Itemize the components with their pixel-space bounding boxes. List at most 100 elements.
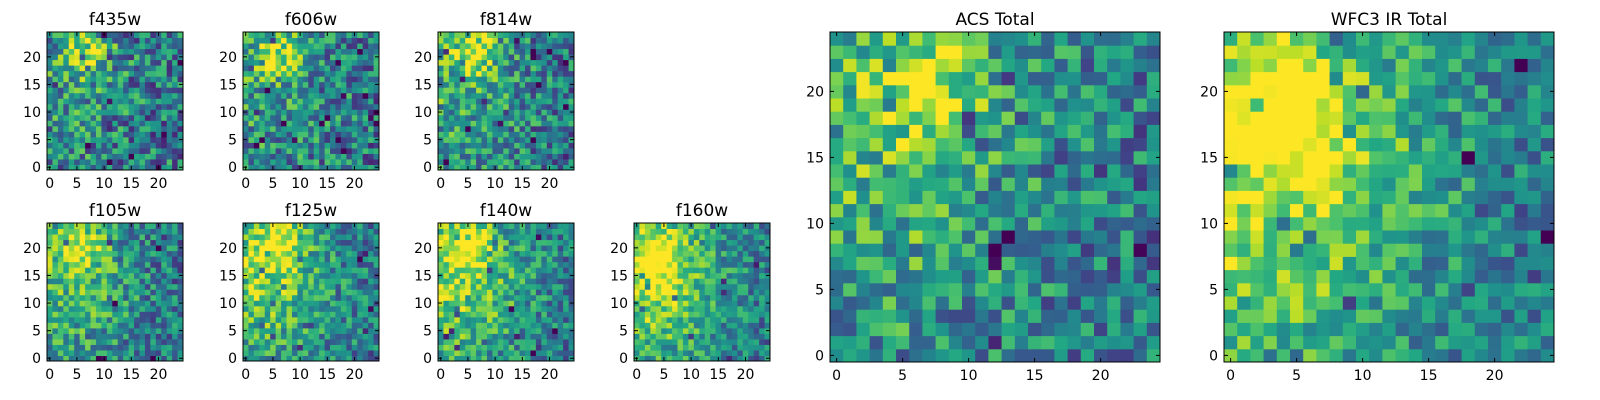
heatmap-cell (117, 294, 124, 301)
heatmap-cell (319, 349, 326, 356)
heatmap-cell (324, 114, 331, 121)
heatmap-cell (677, 228, 684, 235)
heatmap-cell (492, 245, 499, 252)
heatmap-cell (1067, 243, 1082, 257)
heatmap-cell (715, 316, 722, 323)
heatmap-cell (275, 294, 282, 301)
heatmap-cell (357, 239, 364, 246)
heatmap-cell (1080, 230, 1095, 244)
heatmap-cell (117, 316, 124, 323)
heatmap-cell (699, 316, 706, 323)
heatmap-cell (503, 283, 510, 290)
heatmap-cell (63, 120, 70, 127)
heatmap-cell (63, 289, 70, 296)
heatmap-cell (710, 245, 717, 252)
heatmap-cell (297, 250, 304, 257)
heatmap-cell (546, 98, 553, 105)
y-tick-label: 20 (414, 50, 432, 66)
heatmap-cell (454, 278, 461, 285)
heatmap-cell (286, 131, 293, 138)
heatmap-cell (454, 81, 461, 88)
heatmap-cell (492, 289, 499, 296)
heatmap-cell (286, 59, 293, 66)
heatmap-cell (470, 92, 477, 99)
heatmap-cell (172, 54, 179, 61)
heatmap-cell (1080, 322, 1095, 337)
heatmap-cell (275, 234, 282, 241)
heatmap-cell (313, 228, 320, 235)
heatmap-cell (330, 261, 336, 268)
heatmap-cell (150, 131, 157, 138)
heatmap-cell (1094, 243, 1108, 257)
heatmap-cell (546, 256, 553, 263)
heatmap-cell (470, 87, 477, 94)
heatmap-cell (85, 333, 92, 340)
heatmap-cell (742, 289, 749, 296)
heatmap-cell (335, 349, 342, 356)
heatmap-cell (101, 120, 108, 127)
heatmap-cell (748, 311, 755, 318)
heatmap-cell (634, 349, 640, 356)
heatmap-cell (90, 125, 97, 132)
heatmap-cell (546, 65, 553, 72)
heatmap-cell (710, 338, 717, 345)
heatmap-cell (639, 223, 646, 230)
heatmap-cell (438, 65, 444, 72)
heatmap-cell (308, 54, 315, 61)
heatmap-cell (454, 311, 461, 318)
heatmap-cell (454, 344, 461, 351)
heatmap-cell (677, 355, 684, 362)
heatmap-cell (123, 355, 130, 362)
heatmap-cell (286, 70, 293, 77)
heatmap-cell (155, 245, 162, 252)
heatmap-cell (688, 261, 695, 268)
heatmap-cell (922, 282, 937, 297)
heatmap-cell (368, 92, 375, 99)
heatmap-cell (552, 256, 559, 263)
heatmap-cell (166, 92, 173, 99)
heatmap-cell (362, 109, 369, 116)
heatmap-cell (308, 158, 315, 165)
heatmap-cell (90, 267, 97, 274)
heatmap-cell (335, 333, 342, 340)
heatmap-cell (297, 316, 304, 323)
heatmap-cell (123, 48, 130, 55)
heatmap-cell (357, 223, 364, 230)
heatmap-cell (710, 278, 717, 285)
heatmap-cell (172, 300, 179, 307)
heatmap-cell (535, 322, 542, 329)
heatmap-cell (1120, 335, 1135, 350)
heatmap-cell (335, 87, 342, 94)
heatmap-cell (281, 54, 288, 61)
heatmap-cell (259, 131, 266, 138)
heatmap-cell (63, 87, 70, 94)
heatmap-cell (335, 59, 342, 66)
heatmap-cell (644, 223, 651, 230)
heatmap-cell (486, 349, 493, 356)
heatmap-cell (112, 147, 119, 154)
heatmap-cell (340, 125, 347, 132)
heatmap-cell (764, 305, 771, 312)
heatmap-cell (508, 70, 515, 77)
heatmap-cell (286, 283, 293, 290)
heatmap-cell (85, 92, 92, 99)
heatmap-cell (486, 261, 493, 268)
heatmap-cell (454, 103, 461, 110)
heatmap-cell (438, 278, 444, 285)
heatmap-cell (166, 272, 173, 279)
heatmap-cell (639, 305, 646, 312)
heatmap-cell (68, 59, 75, 66)
heatmap-cell (57, 261, 64, 268)
heatmap-cell (759, 300, 766, 307)
heatmap-cell (546, 125, 553, 132)
heatmap-cell (291, 272, 298, 279)
heatmap-cell (302, 250, 309, 257)
heatmap-cell (79, 65, 86, 72)
heatmap-cell (351, 59, 358, 66)
heatmap-cell (95, 109, 102, 116)
heatmap-cell (52, 338, 59, 345)
heatmap-cell (57, 327, 64, 334)
heatmap-cell (79, 250, 86, 257)
heatmap-cell (57, 239, 64, 246)
heatmap-cell (1094, 309, 1108, 323)
